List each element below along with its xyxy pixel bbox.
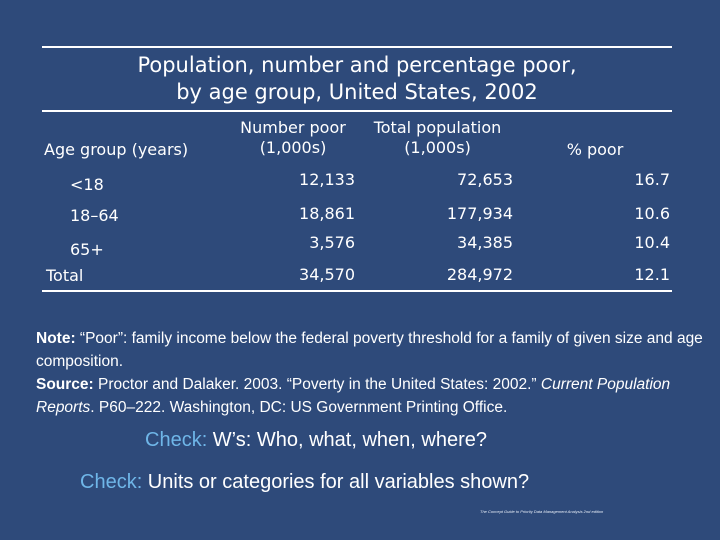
check-text: Units or categories for all variables sh… <box>142 471 530 493</box>
header-rule <box>42 110 672 112</box>
title-line-2: by age group, United States, 2002 <box>176 80 538 104</box>
cell-age: 65+ <box>70 240 104 259</box>
check-line-1: Check: W’s: Who, what, when, where? <box>145 428 487 452</box>
source-text: Proctor and Dalaker. 2003. “Poverty in t… <box>93 376 541 393</box>
cell-age: <18 <box>70 175 104 194</box>
slide-title: Population, number and percentage poor, … <box>42 52 672 106</box>
header-age-group: Age group (years) <box>44 140 189 159</box>
cell-age: Total <box>46 266 84 285</box>
header-total-pop-line1: Total population <box>373 118 502 137</box>
cell-pct-poor: 10.4 <box>634 233 670 252</box>
cell-pct-poor: 12.1 <box>634 265 670 284</box>
check-line-2: Check: Units or categories for all varia… <box>80 470 529 494</box>
cell-number-poor: 12,133 <box>299 170 355 189</box>
cell-pct-poor: 16.7 <box>634 170 670 189</box>
title-line-1: Population, number and percentage poor, <box>137 53 577 77</box>
cell-total-population: 72,653 <box>457 170 513 189</box>
credit-line: The Concept Guide to Priority Data Manag… <box>480 509 604 514</box>
note-label: Note: <box>36 330 76 347</box>
header-total-population: Total population (1,000s) <box>360 118 515 158</box>
cell-total-population: 177,934 <box>446 204 513 223</box>
bottom-rule <box>42 290 672 292</box>
note-text: “Poor”: family income below the federal … <box>36 330 703 370</box>
check-keyword: Check: <box>145 429 208 451</box>
header-pct-poor: % poor <box>566 140 624 159</box>
header-number-poor-line2: (1,000s) <box>259 138 327 157</box>
check-text: W’s: Who, what, when, where? <box>207 429 487 451</box>
cell-total-population: 34,385 <box>457 233 513 252</box>
header-number-poor-line1: Number poor <box>240 118 346 137</box>
check-keyword: Check: <box>80 471 143 493</box>
cell-age: 18–64 <box>70 206 119 225</box>
header-number-poor: Number poor (1,000s) <box>228 118 358 158</box>
cell-pct-poor: 10.6 <box>634 204 670 223</box>
top-rule <box>42 46 672 48</box>
header-total-pop-line2: (1,000s) <box>404 138 471 157</box>
cell-total-population: 284,972 <box>446 265 513 284</box>
footnote: Note: “Poor”: family income below the fe… <box>36 327 716 419</box>
source-publication: Current Population Reports <box>36 376 671 416</box>
source-tail: . P60–222. Washington, DC: US Government… <box>90 399 508 416</box>
source-label: Source: <box>36 376 94 393</box>
cell-number-poor: 34,570 <box>299 265 355 284</box>
cell-number-poor: 3,576 <box>309 233 355 252</box>
cell-number-poor: 18,861 <box>299 204 355 223</box>
